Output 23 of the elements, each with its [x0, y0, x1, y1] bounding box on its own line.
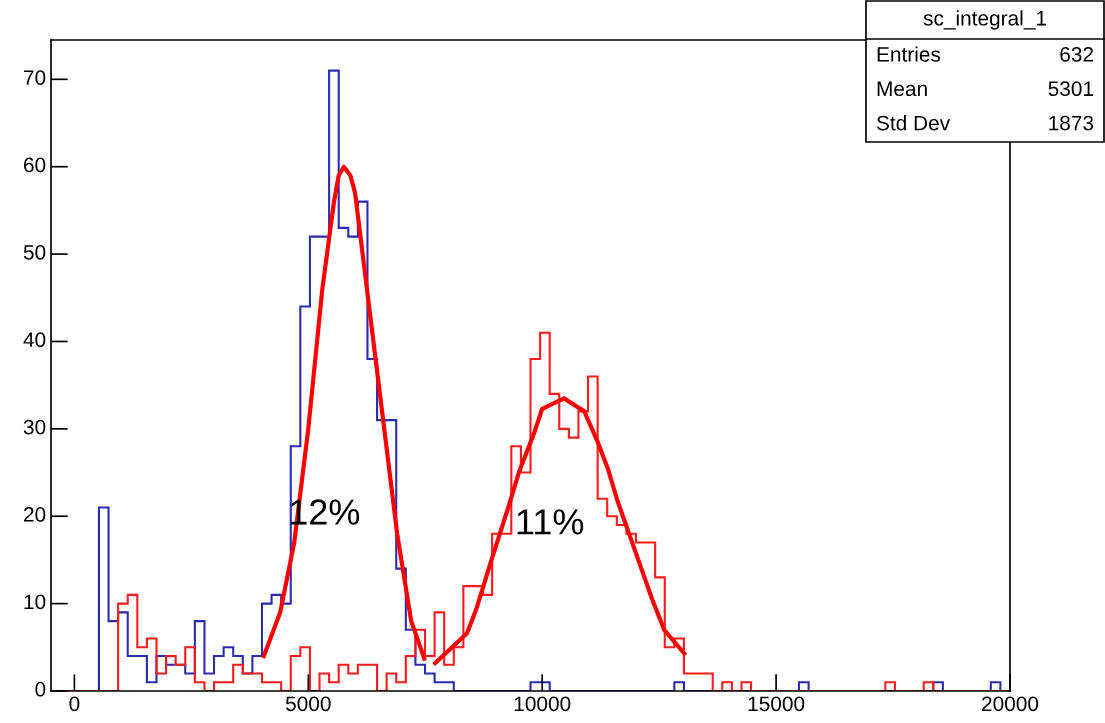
text: 632 — [1060, 47, 1093, 62]
y-tick-label: 10 — [24, 594, 46, 610]
annotation: 11% — [517, 509, 584, 535]
y-tick-label: 70 — [24, 70, 46, 85]
y-tick-label: 50 — [23, 244, 46, 260]
annotation: Entries — [877, 46, 941, 62]
line-series — [261, 164, 427, 661]
text: 5301 — [1048, 81, 1093, 97]
annotation: Mean — [877, 81, 927, 97]
x-tick-label: 10000 — [514, 696, 571, 712]
x-tick-label: 20000 — [982, 696, 1039, 712]
annotation: Std Dev — [876, 115, 951, 131]
x-tick-label: 0 — [69, 696, 80, 712]
y-tick-label: 60 — [24, 157, 46, 173]
y-tick-label: 30 — [23, 419, 46, 435]
y-tick-label: 0 — [35, 681, 46, 697]
text: sc_integral_1 — [923, 10, 1046, 30]
text: 1873 — [1049, 115, 1094, 131]
x-tick-label: 15000 — [748, 696, 805, 712]
y-tick-label: 40 — [23, 332, 46, 348]
line-series — [433, 396, 687, 666]
y-tick-label: 20 — [24, 507, 46, 522]
x-tick-label: 5000 — [285, 696, 331, 712]
